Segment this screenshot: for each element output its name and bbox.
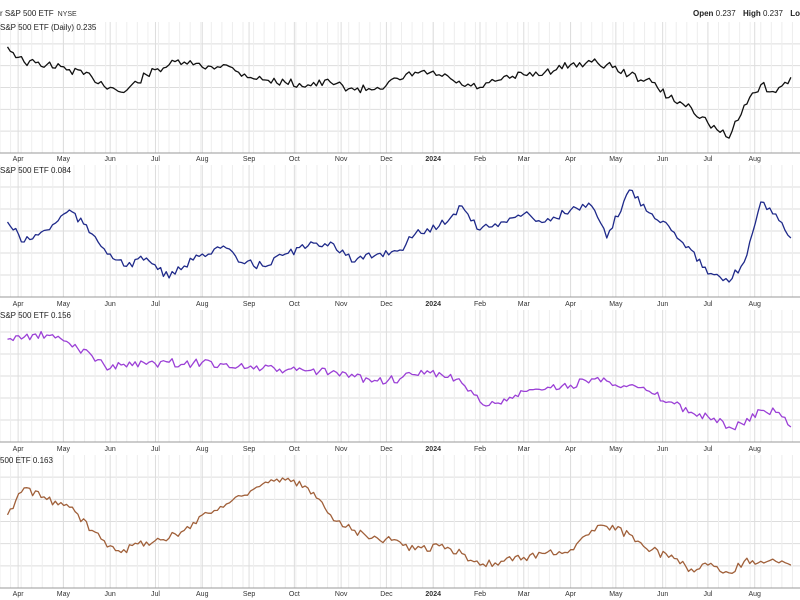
chart-title: r S&P 500 ETF NYSE <box>0 9 77 18</box>
open-value: 0.237 <box>715 9 736 18</box>
series-line <box>6 46 792 139</box>
x-tick-label: Aug <box>196 156 209 163</box>
x-tick-label: Jun <box>105 301 116 308</box>
x-tick-label: Mar <box>518 156 531 163</box>
x-tick-label: May <box>609 591 623 598</box>
chart-panel-4: Apr May Jun Jul Aug Sep Oct Nov Dec 2024 Feb Mar Apr… <box>0 455 800 598</box>
x-tick-label: Dec <box>380 156 393 163</box>
x-tick-label: Jun <box>657 591 668 598</box>
x-tick-label: Nov <box>335 591 348 598</box>
x-tick-label: Aug <box>748 301 761 308</box>
x-tick-label: Dec <box>380 301 393 308</box>
x-tick-label: Jul <box>151 591 160 598</box>
x-tick-label: Apr <box>565 591 577 598</box>
x-tick-label: Aug <box>748 591 761 598</box>
x-tick-label: 2024 <box>425 591 441 598</box>
x-tick-label: Aug <box>196 301 209 308</box>
x-tick-label: Nov <box>335 301 348 308</box>
x-tick-label: Jul <box>151 446 160 453</box>
low-label: Lo <box>790 9 800 18</box>
x-tick-label: Aug <box>748 446 761 453</box>
x-tick-label: Dec <box>380 591 393 598</box>
x-tick-label: Oct <box>289 591 300 598</box>
x-tick-label: Oct <box>289 446 300 453</box>
x-tick-label: Jun <box>657 446 668 453</box>
x-tick-label: Apr <box>565 301 577 308</box>
x-tick-label: Jun <box>657 301 668 308</box>
x-tick-label: Apr <box>13 591 25 598</box>
high-value: 0.237 <box>762 9 783 18</box>
x-tick-label: Apr <box>13 446 25 453</box>
x-tick-label: May <box>57 591 71 598</box>
x-tick-label: 2024 <box>425 156 441 163</box>
x-tick-label: Jul <box>151 156 160 163</box>
x-tick-label: Jun <box>105 446 116 453</box>
x-tick-label: Nov <box>335 156 348 163</box>
x-tick-label: Feb <box>474 301 486 308</box>
chart-panel-2: Apr May Jun Jul Aug Sep Oct Nov Dec 2024 Feb Mar Apr… <box>0 165 800 308</box>
x-tick-label: Mar <box>518 301 531 308</box>
x-tick-label: Jul <box>151 301 160 308</box>
chart-header: r S&P 500 ETF NYSE Open 0.237 High 0.237 … <box>0 0 800 22</box>
x-tick-label: Oct <box>289 301 300 308</box>
x-tick-label: Sep <box>243 156 256 163</box>
series-line <box>6 477 792 574</box>
symbol-name: r S&P 500 ETF <box>0 9 54 18</box>
x-tick-label: Jun <box>105 591 116 598</box>
ohlc-readout: Open 0.237 High 0.237 Lo <box>693 9 800 18</box>
x-tick-label: Feb <box>474 156 486 163</box>
chart-panel-1: Apr May Jun Jul Aug Sep Oct Nov Dec 2024 Feb Mar Apr… <box>0 22 800 163</box>
series-line <box>6 189 792 283</box>
high-label: High <box>742 9 761 18</box>
x-tick-label: Aug <box>196 446 209 453</box>
x-tick-label: Apr <box>13 156 25 163</box>
x-tick-label: Apr <box>565 156 577 163</box>
x-tick-label: Oct <box>289 156 300 163</box>
x-tick-label: May <box>609 156 623 163</box>
chart-panel-3: Apr May Jun Jul Aug Sep Oct Nov Dec 2024 Feb Mar Apr… <box>0 310 800 453</box>
x-tick-label: Apr <box>565 446 577 453</box>
x-tick-label: Apr <box>13 301 25 308</box>
x-tick-label: Jul <box>703 156 712 163</box>
x-tick-label: 2024 <box>425 301 441 308</box>
x-tick-label: Feb <box>474 591 486 598</box>
x-tick-label: Jul <box>703 591 712 598</box>
x-tick-label: Aug <box>748 156 761 163</box>
x-tick-label: Dec <box>380 446 393 453</box>
x-tick-label: Jul <box>703 446 712 453</box>
panel-title: 500 ETF 0.163 <box>0 456 53 465</box>
panel-title: S&P 500 ETF 0.156 <box>0 311 72 320</box>
x-tick-label: Jun <box>657 156 668 163</box>
x-tick-label: May <box>57 156 71 163</box>
x-tick-label: May <box>57 446 71 453</box>
x-tick-label: May <box>57 301 71 308</box>
x-tick-label: Jul <box>703 301 712 308</box>
open-label: Open <box>692 9 714 18</box>
x-tick-label: Mar <box>518 591 531 598</box>
x-tick-label: Nov <box>335 446 348 453</box>
x-tick-label: Feb <box>474 446 486 453</box>
x-tick-label: Sep <box>243 301 256 308</box>
panel-title: S&P 500 ETF (Daily) 0.235 <box>0 23 97 32</box>
x-tick-label: Jun <box>105 156 116 163</box>
x-tick-label: Mar <box>518 446 531 453</box>
panel-title: S&P 500 ETF 0.084 <box>0 166 72 175</box>
x-tick-label: 2024 <box>425 446 441 453</box>
series-line <box>7 330 792 431</box>
x-tick-label: Sep <box>243 591 256 598</box>
x-tick-label: Sep <box>243 446 256 453</box>
x-tick-label: May <box>609 301 623 308</box>
x-tick-label: May <box>609 446 623 453</box>
exchange-label: NYSE <box>57 11 77 18</box>
x-tick-label: Aug <box>196 591 209 598</box>
